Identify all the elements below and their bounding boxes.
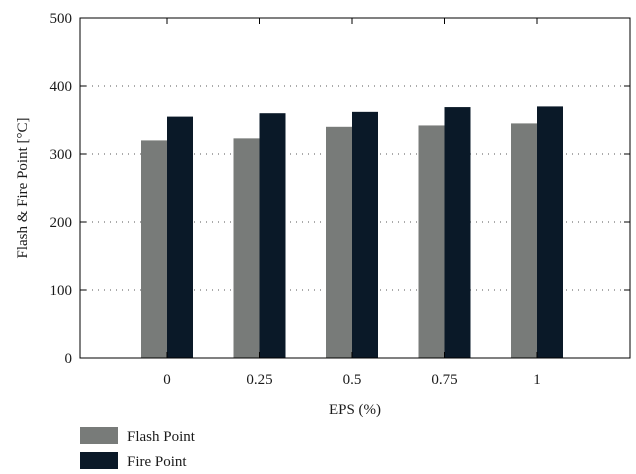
bar-flash-point (511, 123, 537, 359)
y-tick-label: 200 (50, 215, 73, 231)
y-tick-label: 100 (50, 283, 73, 299)
bar-fire-point (259, 113, 286, 358)
bar-fire-point (352, 111, 378, 358)
y-tick-label: 500 (50, 11, 73, 27)
bars (141, 106, 563, 359)
plot-frame (79, 17, 631, 359)
x-tick-label: 0.75 (431, 372, 457, 388)
legend-swatch (80, 427, 118, 444)
x-tick-label: 0.25 (246, 372, 272, 388)
legend-label: Fire Point (127, 454, 187, 470)
legend: Flash Point Fire Point (80, 427, 196, 470)
bar-flash-point (233, 138, 260, 358)
y-axis: 0 100 200 300 400 500 (50, 11, 630, 367)
bar-flash-point (141, 140, 167, 358)
bar-fire-point (537, 106, 563, 359)
y-tick-label: 300 (50, 147, 73, 163)
y-tick-label: 0 (65, 351, 73, 367)
bar-flash-point (418, 125, 445, 358)
x-tick-label: 0.5 (343, 372, 362, 388)
bar-flash-point (326, 126, 352, 358)
x-tick-label: 1 (533, 372, 541, 388)
bar-fire-point (444, 107, 471, 358)
x-axis: 0 0.25 0.5 0.75 1 (163, 18, 541, 388)
y-axis-label: Flash & Fire Point [°C] (15, 117, 31, 258)
legend-swatch (80, 452, 118, 469)
bar-fire-point (167, 116, 193, 358)
y-tick-label: 400 (50, 79, 73, 95)
x-axis-label: EPS (%) (329, 402, 381, 418)
x-tick-label: 0 (163, 372, 171, 388)
legend-label: Flash Point (127, 429, 196, 445)
